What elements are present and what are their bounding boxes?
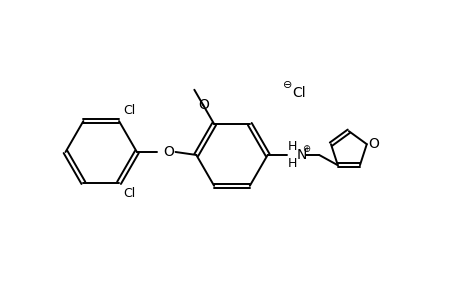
Text: Cl: Cl [123, 187, 135, 200]
Text: Cl: Cl [123, 104, 135, 117]
Text: ⊕: ⊕ [302, 144, 310, 154]
Text: ⊖: ⊖ [282, 80, 291, 90]
Text: H: H [287, 140, 297, 152]
Text: O: O [197, 98, 208, 112]
Text: Cl: Cl [292, 85, 305, 100]
Text: O: O [368, 137, 378, 151]
Text: N: N [296, 148, 306, 162]
Text: H: H [287, 158, 297, 170]
Text: O: O [163, 145, 174, 159]
